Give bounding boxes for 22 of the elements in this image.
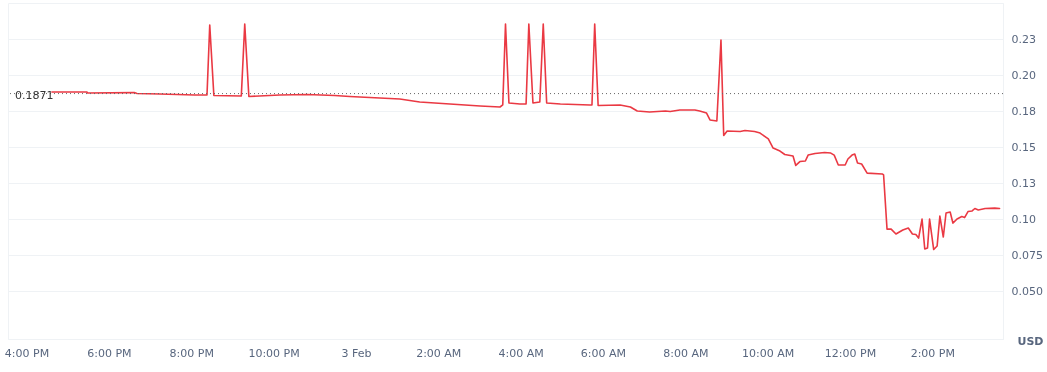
y-tick-label: 0.23: [1011, 32, 1036, 46]
y-axis-title: USD: [1017, 334, 1044, 348]
x-tick-label: 8:00 PM: [169, 346, 214, 360]
y-tick-label: 0.050: [1011, 284, 1043, 298]
x-tick-label: 4:00 AM: [498, 346, 544, 360]
x-tick-label: 12:00 PM: [824, 346, 877, 360]
x-tick-label: 8:00 AM: [663, 346, 709, 360]
y-tick-label: 0.15: [1011, 140, 1036, 154]
ref-line-label: 0.1871: [15, 88, 54, 102]
x-tick-label: 2:00 AM: [416, 346, 462, 360]
y-tick-label: 0.18: [1011, 104, 1036, 118]
y-tick-label: 0.20: [1011, 68, 1036, 82]
x-tick-label: 6:00 PM: [87, 346, 132, 360]
x-tick-label: 10:00 AM: [742, 346, 795, 360]
x-tick-label: 3 Feb: [341, 346, 372, 360]
y-tick-label: 0.13: [1011, 176, 1036, 190]
x-tick-label: 2:00 PM: [910, 346, 955, 360]
y-tick-label: 0.075: [1011, 248, 1043, 262]
x-tick-label: 6:00 AM: [580, 346, 627, 360]
x-tick-label: 10:00 PM: [248, 346, 300, 360]
y-tick-label: 0.10: [1011, 212, 1036, 226]
x-tick-label: 4:00 PM: [4, 346, 50, 360]
